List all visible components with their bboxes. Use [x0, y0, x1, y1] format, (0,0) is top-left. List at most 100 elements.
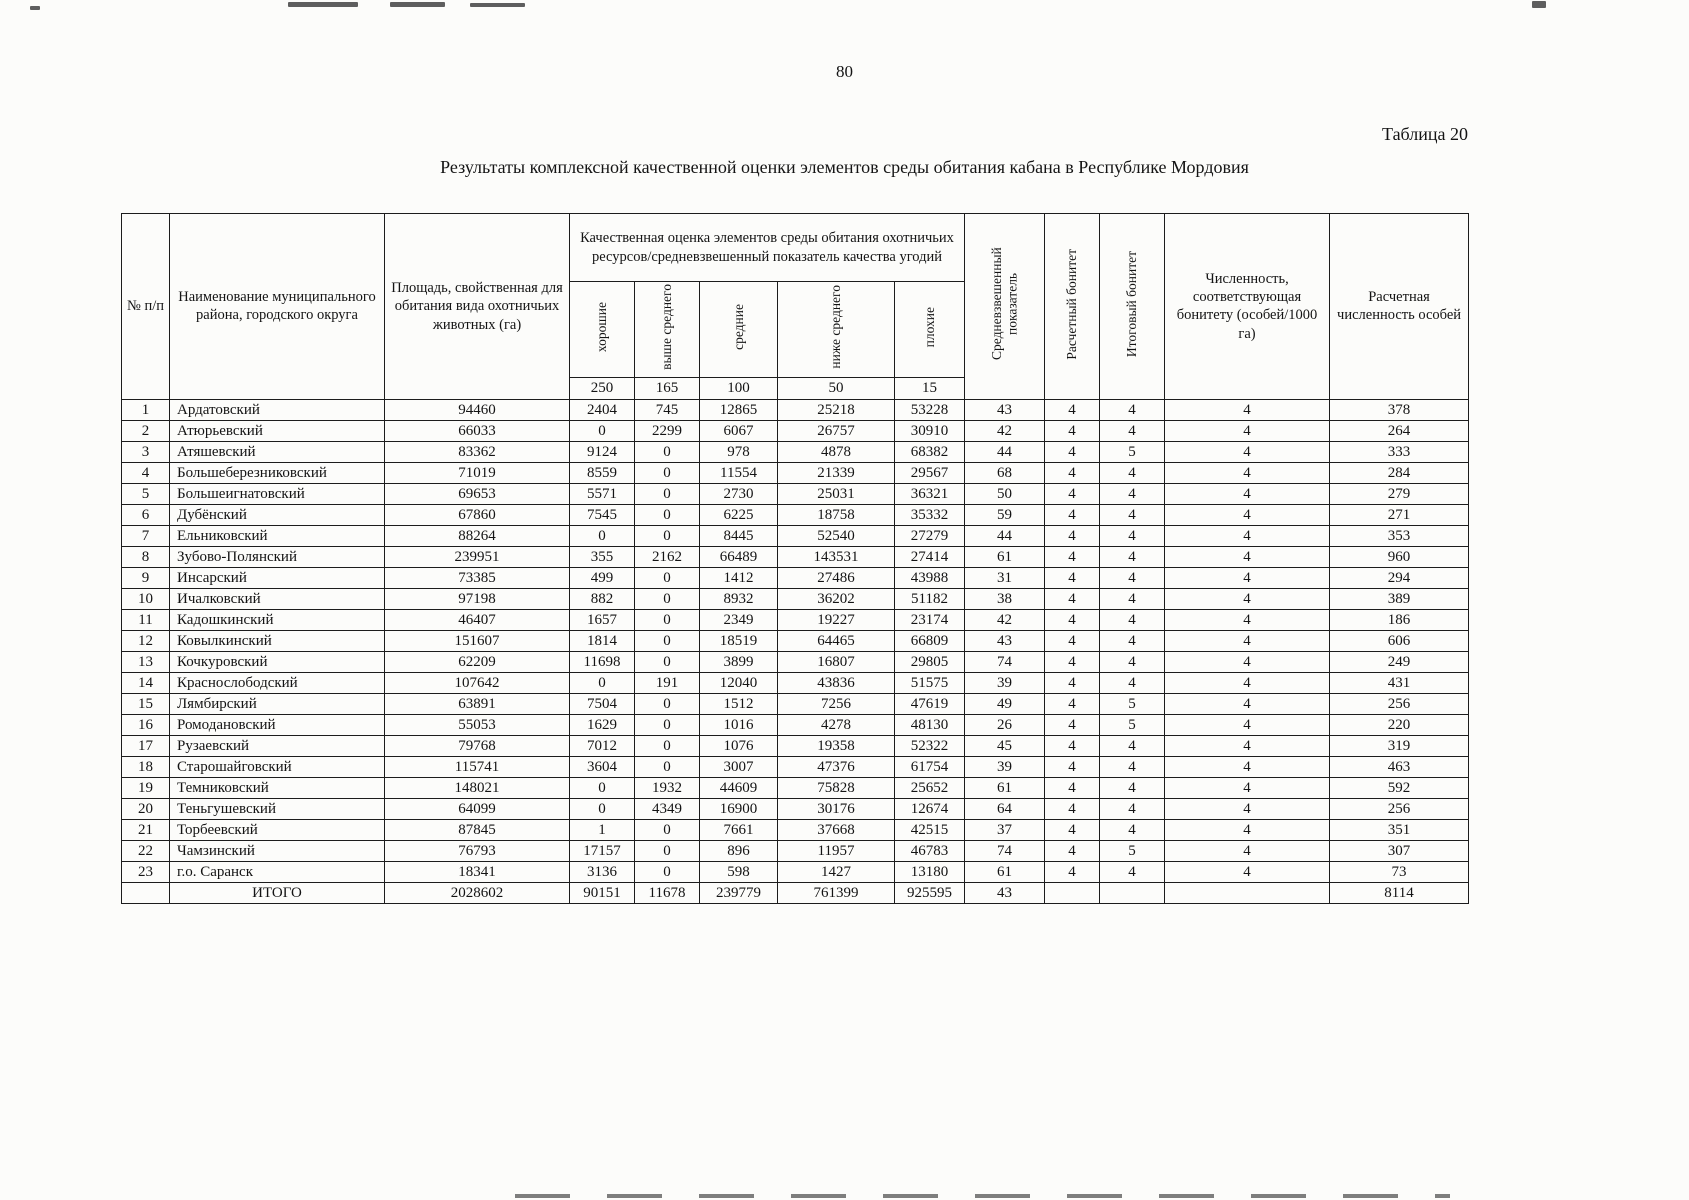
value-cell: 14 [121, 671, 170, 694]
value-cell: 0 [634, 818, 700, 841]
value-cell: 6225 [699, 503, 778, 526]
value-cell: 2730 [699, 482, 778, 505]
value-cell: 43 [964, 881, 1046, 904]
value-cell: 6067 [699, 419, 778, 442]
value-cell: 25218 [777, 398, 895, 421]
value-cell: 4 [1099, 776, 1166, 799]
value-cell: 26 [964, 713, 1046, 736]
results-table: № п/п Наименование муниципального района… [121, 213, 1470, 904]
value-cell: 1412 [699, 566, 778, 589]
scan-artifact [288, 2, 358, 7]
value-cell: 151607 [384, 629, 570, 652]
district-name-cell: Старошайговский [169, 755, 385, 778]
value-cell: 51575 [893, 671, 966, 694]
value-cell: 0 [634, 482, 700, 505]
value-cell: 4 [1099, 566, 1166, 589]
value-cell: 87845 [384, 818, 570, 841]
page-number: 80 [836, 62, 853, 81]
value-cell: 4 [1044, 503, 1101, 526]
value-cell: 4 [121, 461, 170, 484]
value-cell: 4 [1164, 839, 1331, 862]
table-row: 22 Чамзинский 76793 17157 0 896 11957 46783 74 4 5… [121, 839, 1470, 862]
district-name-cell: Ромодановский [169, 713, 385, 736]
col-header-good: хорошие [569, 281, 635, 378]
value-cell [121, 881, 170, 904]
value-cell: 9 [121, 566, 170, 589]
value-cell: 239951 [384, 545, 570, 568]
value-cell: 11957 [777, 839, 895, 862]
value-cell: 4 [1044, 755, 1101, 778]
value-cell: 4 [1044, 419, 1101, 442]
value-cell: 279 [1329, 482, 1470, 505]
value-cell: 1076 [699, 734, 778, 757]
value-cell: 4 [1044, 608, 1101, 631]
value-cell: 1427 [777, 860, 895, 883]
district-name-cell: Ардатовский [169, 398, 385, 421]
value-cell: 79768 [384, 734, 570, 757]
value-cell: 239779 [699, 881, 778, 904]
value-cell: 256 [1329, 797, 1470, 820]
value-cell: 7661 [699, 818, 778, 841]
value-cell: 7012 [569, 734, 635, 757]
value-cell [1164, 881, 1331, 904]
value-cell: 88264 [384, 524, 570, 547]
value-cell: 97198 [384, 587, 570, 610]
value-cell: 64099 [384, 797, 570, 820]
table-row: 10 Ичалковский 97198 882 0 8932 36202 51182 38 4 4… [121, 587, 1470, 610]
table-row: 17 Рузаевский 79768 7012 0 1076 19358 52322 45 4 4… [121, 734, 1470, 757]
table-row: 12 Ковылкинский 151607 1814 0 18519 64465 66809… [121, 629, 1470, 652]
value-cell: 64465 [777, 629, 895, 652]
value-cell: 71019 [384, 461, 570, 484]
value-cell: 52540 [777, 524, 895, 547]
value-cell: 978 [699, 440, 778, 463]
value-cell: 17 [121, 734, 170, 757]
value-cell: 4 [1164, 587, 1331, 610]
value-cell: 27279 [893, 524, 966, 547]
value-cell: 4 [1099, 629, 1166, 652]
table-row: 7 Ельниковский 88264 0 0 8445 52540 27279 44 4 4 4 3… [121, 524, 1470, 547]
table-row: 6 Дубёнский 67860 7545 0 6225 18758 35332 59 4 4 4 2… [121, 503, 1470, 526]
value-cell: 1 [569, 818, 635, 841]
value-cell: 271 [1329, 503, 1470, 526]
value-cell: 23174 [893, 608, 966, 631]
value-cell: 4 [1044, 776, 1101, 799]
value-cell: 0 [634, 608, 700, 631]
value-cell: 4 [1044, 587, 1101, 610]
value-cell: 1657 [569, 608, 635, 631]
value-cell: 2028602 [384, 881, 570, 904]
value-cell: 12040 [699, 671, 778, 694]
value-cell: 1512 [699, 692, 778, 715]
quality-label: выше среднего [659, 284, 675, 370]
value-cell: 29567 [893, 461, 966, 484]
value-cell: 4 [1099, 503, 1166, 526]
value-cell: 4 [1044, 629, 1101, 652]
value-cell: 42 [964, 419, 1046, 442]
value-cell: 3136 [569, 860, 635, 883]
scale-value: 15 [893, 376, 966, 400]
value-cell: 4 [1044, 482, 1101, 505]
col-header-above-avg: выше среднего [634, 281, 700, 378]
value-cell: 2299 [634, 419, 700, 442]
value-cell: 4 [1164, 650, 1331, 673]
value-cell: 4 [1164, 818, 1331, 841]
value-cell: 67860 [384, 503, 570, 526]
value-cell: 1 [121, 398, 170, 421]
value-cell: 0 [634, 755, 700, 778]
value-cell: 925595 [893, 881, 966, 904]
district-name-cell: Ичалковский [169, 587, 385, 610]
col-header-below-avg: ниже среднего [777, 281, 895, 378]
value-cell: 0 [569, 524, 635, 547]
value-cell: 355 [569, 545, 635, 568]
value-cell: 36321 [893, 482, 966, 505]
value-cell: 2404 [569, 398, 635, 421]
district-name-cell: Большеберезниковский [169, 461, 385, 484]
value-cell: 19358 [777, 734, 895, 757]
value-cell: 3604 [569, 755, 635, 778]
value-cell: 30176 [777, 797, 895, 820]
scan-artifact [1532, 1, 1546, 8]
value-cell: 284 [1329, 461, 1470, 484]
value-cell: 191 [634, 671, 700, 694]
value-cell: 3007 [699, 755, 778, 778]
table-row: 23 г.о. Саранск 18341 3136 0 598 1427 13180 61 4 4… [121, 860, 1470, 883]
table-row: 16 Ромодановский 55053 1629 0 1016 4278 48130 26… [121, 713, 1470, 736]
